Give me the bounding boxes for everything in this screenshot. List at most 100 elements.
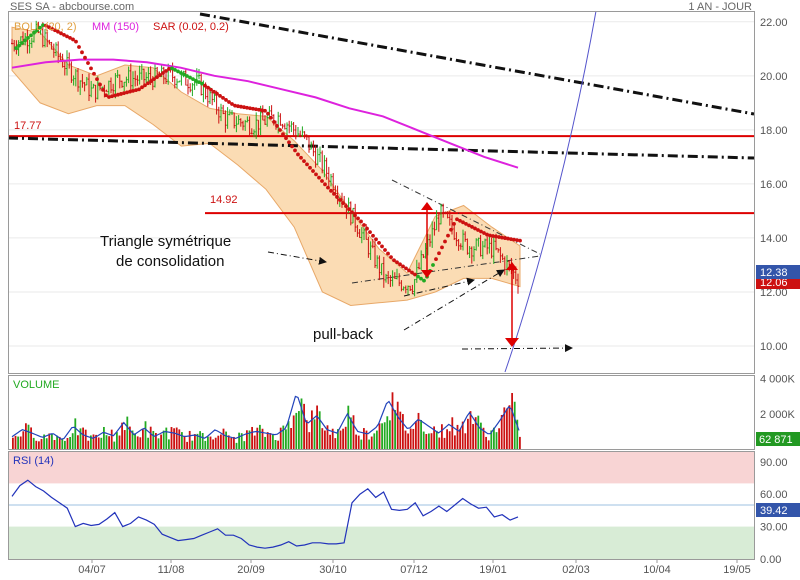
volume-bar [506,408,508,449]
rsi-overbought-zone [8,451,754,484]
volume-bar [493,427,495,449]
x-axis-ticks: 04/07 11/08 20/09 30/10 07/12 19/01 02/03 10/04… [78,559,751,576]
sar-dot [434,257,438,262]
volume-bar [363,428,365,449]
rsi-path [11,479,519,549]
sar-dot [230,102,234,106]
sar-dot [461,220,465,225]
volume-bar [74,418,77,449]
volume-bar [378,423,381,449]
sar-dot [77,45,81,49]
sar-dot [404,266,408,271]
volume-bar [508,405,511,449]
sar-dot [290,144,294,149]
sar-dot [44,23,48,28]
volume-bar [482,427,485,449]
volume-bar [61,438,64,449]
volume-bar [12,437,14,449]
annotation-triangle-line2: de consolidation [116,253,224,270]
volume-bar [103,426,105,449]
volume-bar [303,403,305,449]
volume-bar [40,439,43,449]
sar-dot [398,262,402,267]
price-tick-label: 18.00 [760,125,788,137]
x-tick-label: 07/12 [400,564,428,576]
sar-dot [431,263,435,267]
sar-dot [488,233,492,238]
volume-bar [45,438,48,449]
sar-dot [116,92,120,97]
volume-bar [188,430,191,449]
sar-dot [137,87,141,92]
volume-bar [87,440,90,449]
sar-dot [386,251,390,256]
sar-value: 12.06 [760,277,788,289]
volume-bar [298,411,300,449]
volume-bar [339,430,342,449]
sar-dot [371,233,375,238]
volume-bar [451,417,454,449]
sar-dot [146,81,150,86]
volume-bar [38,441,40,449]
red-arrow-down [421,270,433,278]
sar-dot [452,222,456,226]
sar-dot [350,210,354,215]
volume-bar [230,437,233,449]
volume-bar [225,431,227,449]
sar-dot [287,140,291,145]
sar-dot [515,238,519,243]
sar-dot [308,165,312,170]
sar-dot [278,128,282,132]
volume-bar [149,426,152,449]
volume-bar [472,424,474,449]
volume-bar [217,435,220,449]
sar-dot [467,223,471,228]
sar-dot [320,179,324,183]
volume-bar [373,433,376,449]
sar-dot [125,90,129,95]
volume-bar [389,420,391,449]
rsi-tick-label: 30.00 [760,522,788,534]
volume-bar [498,428,500,449]
volume-bar [285,429,287,449]
sar-dot [383,248,387,252]
volume-bar [399,411,402,449]
rsi-tick-label: 0.00 [760,554,781,566]
volume-bar [136,436,139,449]
volume-bar [251,426,253,449]
sar-dot [98,82,102,87]
volume-bar [425,434,428,449]
volume-bar [157,438,160,449]
volume-bar [266,432,269,449]
volume-bar [144,421,147,449]
volume-bar [350,417,352,449]
sar-dot [14,46,18,51]
sar-dot [56,29,60,34]
panel-borders [8,11,755,560]
volume-bar [300,398,303,449]
sar-dot [122,91,126,96]
x-tick-label: 30/10 [319,564,347,576]
volume-bars [11,392,521,449]
rsi-value-box [756,503,800,517]
sar-dot [284,136,288,141]
price-tick-label: 16.00 [760,179,788,191]
x-tick-label: 11/08 [158,564,185,576]
volume-bar [316,405,318,449]
sar-dot [206,85,210,90]
sar-dot [338,198,342,202]
sar-dot [419,276,423,281]
volume-bar [415,421,417,449]
sar-dot [89,66,93,71]
long-downtrend-line [199,12,755,116]
price-tick-label: 10.00 [760,341,788,353]
volume-bar [342,428,344,449]
volume-bar [58,436,61,449]
annotation-triangle-line1: Triangle symétrique [100,233,231,250]
sar-dot [101,87,105,92]
sar-dot [365,226,369,231]
arrow-to-triangle [267,251,327,265]
sar-dot [440,245,444,250]
volume-bar [516,419,519,449]
volume-bar [477,415,480,449]
